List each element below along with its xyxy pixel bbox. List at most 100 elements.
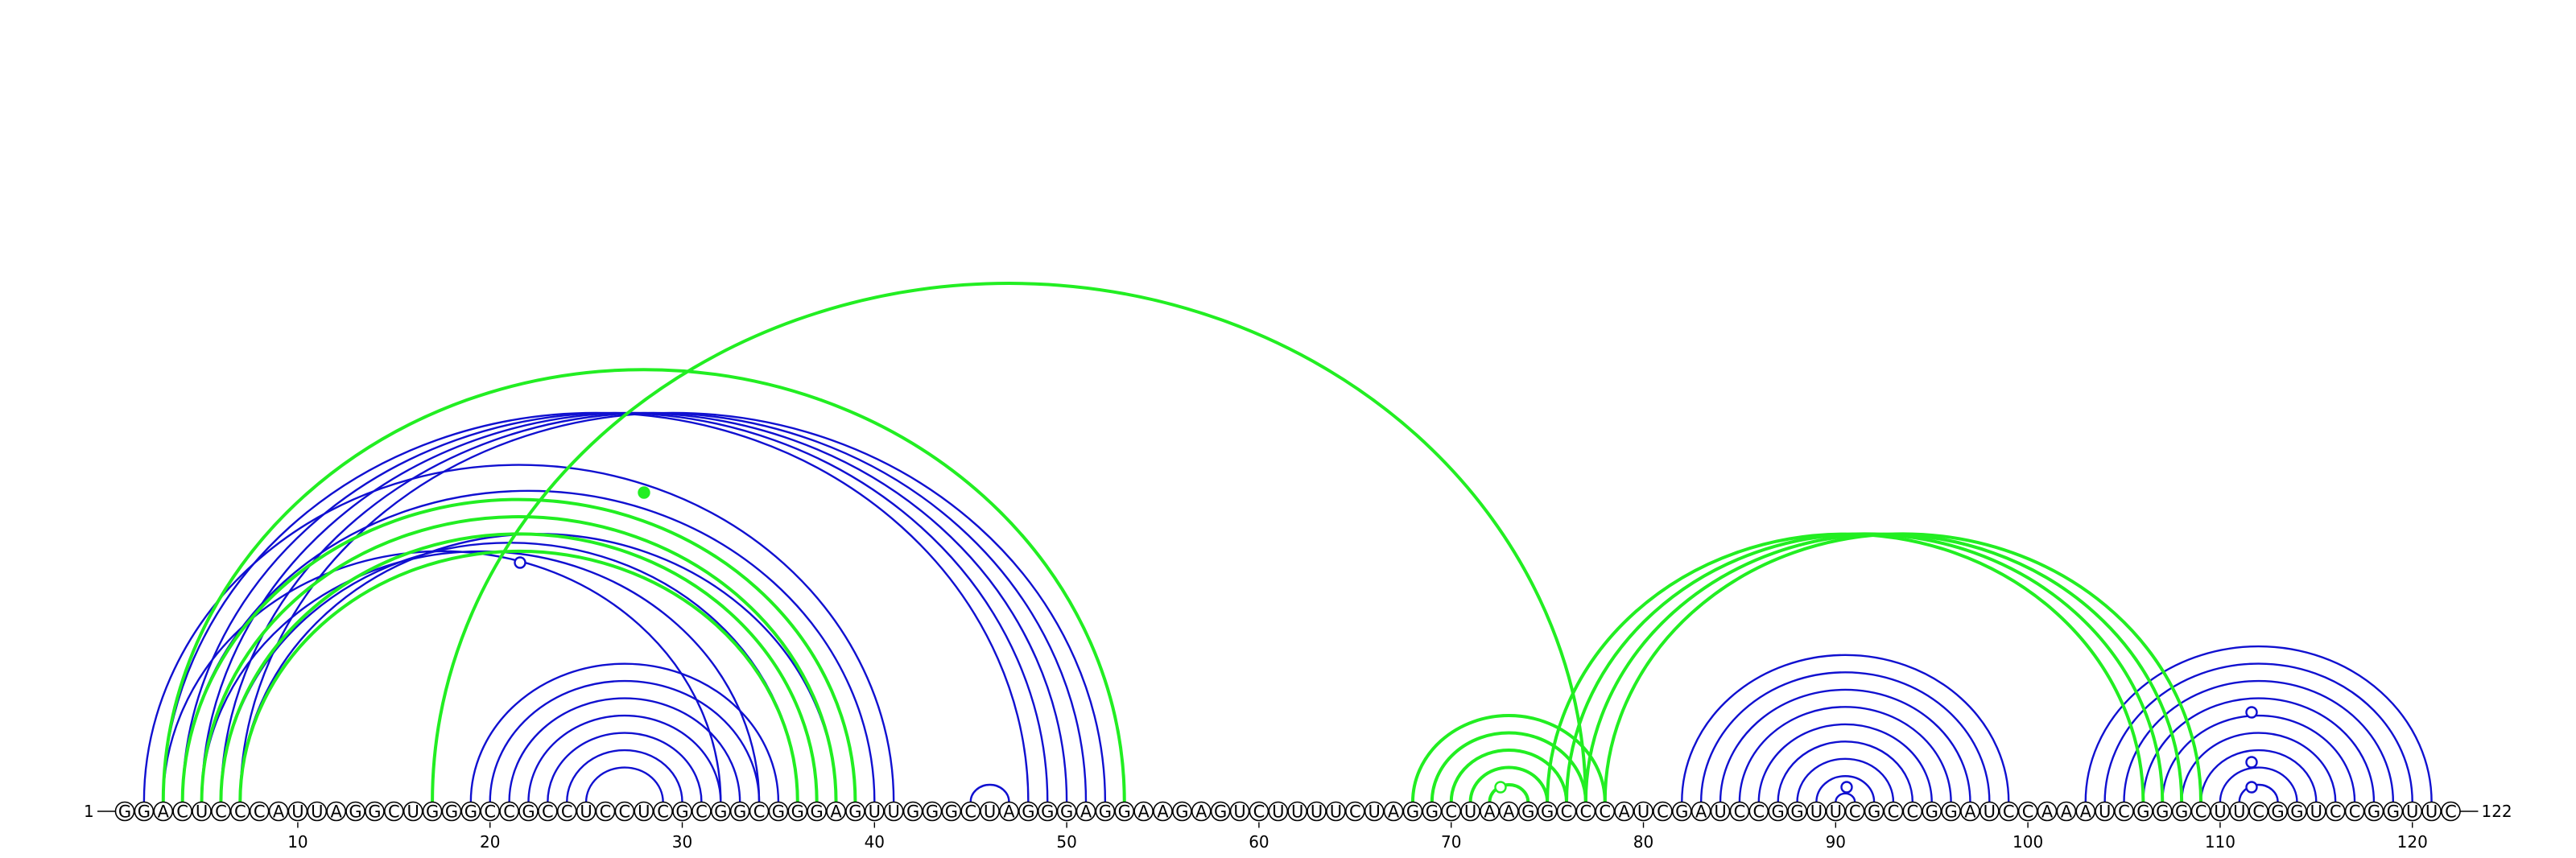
nucleotide-letter: A: [1695, 802, 1707, 822]
nucleotide-circle: [1210, 801, 1231, 822]
nucleotide: A: [826, 801, 846, 822]
nucleotide-letter: G: [926, 802, 939, 822]
nucleotide: G: [1172, 801, 1192, 822]
nucleotide-circle: [1345, 801, 1365, 822]
blue-arc: [1719, 688, 1971, 802]
nucleotide: U: [980, 801, 1000, 822]
nucleotide-circle: [2210, 801, 2231, 822]
nucleotide: U: [1229, 801, 1250, 822]
nucleotide: G: [460, 801, 481, 822]
nucleotide-circle: [1690, 801, 1711, 822]
green-arc: [1410, 714, 1607, 802]
nucleotide-circle: [1883, 801, 1904, 822]
nucleotide: A: [1960, 801, 1980, 822]
nucleotide-circle: [2441, 801, 2461, 822]
nucleotide-letter: A: [273, 802, 285, 822]
nucleotide: C: [2017, 801, 2038, 822]
nucleotide: U: [2402, 801, 2423, 822]
nucleotide: C: [1998, 801, 2019, 822]
nucleotide: A: [999, 801, 1019, 822]
nucleotide: U: [402, 801, 423, 822]
green-arc: [200, 514, 838, 802]
blue-arc: [566, 749, 683, 802]
nucleotide-letter: A: [1157, 802, 1169, 822]
nucleotide: C: [211, 801, 231, 822]
nucleotide-circle: [2037, 801, 2058, 822]
nucleotide-circle: [1383, 801, 1404, 822]
nucleotide-letter: C: [619, 802, 631, 822]
nucleotide-letter: U: [2099, 802, 2111, 822]
nucleotide: G: [1517, 801, 1538, 822]
nucleotide-letter: U: [2233, 802, 2245, 822]
nucleotide: A: [153, 801, 174, 822]
nucleotide-letter: G: [2387, 802, 2400, 822]
nucleotide: C: [2344, 801, 2365, 822]
nucleotide-letter: G: [1118, 802, 1131, 822]
nucleotide-circle: [883, 801, 904, 822]
nucleotide-letter: C: [600, 802, 612, 822]
nucleotide: A: [2056, 801, 2077, 822]
nucleotide-letter: C: [1561, 802, 1573, 822]
nucleotide: G: [422, 801, 443, 822]
nucleotide: U: [1326, 801, 1346, 822]
nucleotide-circle: [307, 801, 328, 822]
nucleotide: G: [1114, 801, 1135, 822]
nucleotide: A: [1480, 801, 1500, 822]
nucleotide: U: [307, 801, 328, 822]
nucleotide-letter: G: [1214, 802, 1227, 822]
nucleotide-letter: U: [1830, 802, 1842, 822]
nucleotide: C: [595, 801, 616, 822]
sequence-end-label: 122: [2481, 802, 2512, 821]
nucleotide-letter: C: [1580, 802, 1592, 822]
nucleotide-circle: [1787, 801, 1807, 822]
nucleotide-circle: [1844, 801, 1865, 822]
nucleotide: C: [1575, 801, 1596, 822]
nucleotide-letter: G: [2290, 802, 2303, 822]
nucleotide-letter: A: [1503, 802, 1515, 822]
nucleotide-circle: [1153, 801, 1173, 822]
nucleotide-letter: C: [1349, 802, 1361, 822]
nucleotide-letter: C: [2445, 802, 2457, 822]
nucleotide-circle: [1517, 801, 1538, 822]
nucleotide: A: [1690, 801, 1711, 822]
nucleotide: C: [384, 801, 404, 822]
nucleotide-letter: C: [1253, 802, 1265, 822]
nucleotide: U: [1307, 801, 1327, 822]
nucleotide-letter: C: [2252, 802, 2264, 822]
nucleotide: A: [1191, 801, 1212, 822]
nucleotide-circle: [729, 801, 750, 822]
blue-arc: [162, 550, 722, 802]
arc-marker: [1494, 781, 1507, 794]
nucleotide-letter: G: [675, 802, 688, 822]
nucleotide-circle: [826, 801, 846, 822]
nucleotide-circle: [2268, 801, 2288, 822]
nucleotide: G: [2152, 801, 2173, 822]
nucleotide-circle: [556, 801, 577, 822]
nucleotide-circle: [1287, 801, 1307, 822]
nucleotide-circle: [1133, 801, 1154, 822]
nucleotide-circle: [211, 801, 231, 822]
nucleotide-circle: [787, 801, 808, 822]
nucleotide-letter: C: [1888, 802, 1900, 822]
nucleotide: G: [2383, 801, 2404, 822]
nucleotide: C: [1729, 801, 1750, 822]
blue-arc: [2199, 749, 2318, 802]
blue-arc: [1738, 706, 1952, 802]
blue-arc: [2219, 766, 2298, 802]
nucleotide: U: [576, 801, 597, 822]
nucleotide-circle: [922, 801, 943, 822]
nucleotide-letter: C: [1907, 802, 1919, 822]
green-arc: [1449, 749, 1568, 802]
blue-arc: [239, 411, 1107, 802]
nucleotide-letter: C: [1599, 802, 1611, 822]
nucleotide-circle: [422, 801, 443, 822]
nucleotide-letter: A: [1388, 802, 1400, 822]
nucleotide-circle: [153, 801, 174, 822]
nucleotide: U: [1826, 801, 1846, 822]
blue-arc: [2161, 714, 2356, 802]
nucleotide-circle: [1960, 801, 1980, 822]
nucleotide-circle: [1729, 801, 1750, 822]
nucleotide: C: [538, 801, 558, 822]
